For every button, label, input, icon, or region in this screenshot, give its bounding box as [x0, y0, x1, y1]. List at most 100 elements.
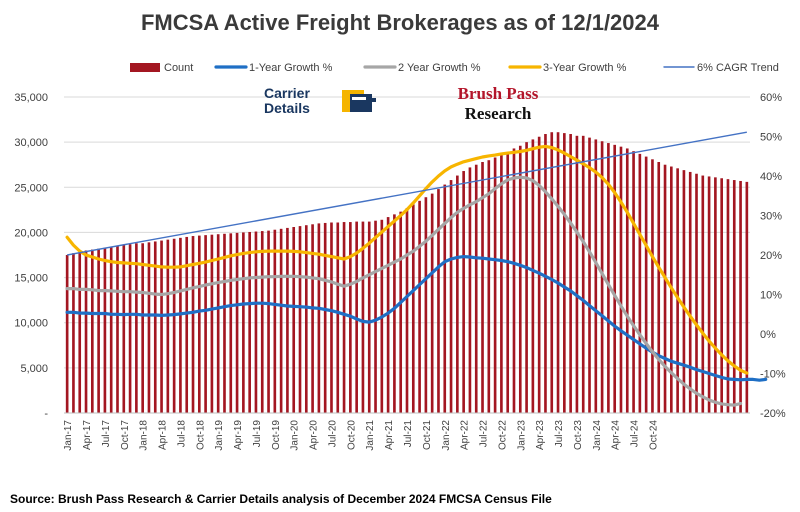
count-bar [657, 162, 661, 413]
count-bar [569, 134, 572, 413]
count-bar [342, 222, 346, 413]
count-bar [103, 247, 107, 413]
x-axis-tick-label: Jan-24 [592, 420, 603, 451]
count-bar [418, 200, 421, 413]
count-bar [745, 181, 749, 413]
x-axis-tick-label: Jul-17 [101, 420, 112, 448]
count-bar [298, 226, 302, 413]
left-axis-tick-label: 35,000 [14, 92, 48, 104]
count-bar [317, 223, 321, 413]
legend-label: 6% CAGR Trend [697, 62, 779, 74]
x-axis-tick-label: Jul-20 [328, 420, 339, 448]
x-axis-tick-label: Jan-18 [139, 420, 150, 451]
legend-label: 1-Year Growth % [249, 62, 333, 74]
right-axis-tick-label: 20% [760, 250, 782, 262]
brush-pass-research-logo: Brush Pass Research [438, 84, 558, 124]
count-bar [367, 221, 371, 413]
count-bar [556, 132, 560, 413]
left-axis-tick-label: 20,000 [14, 227, 48, 239]
x-axis-tick-label: Apr-20 [309, 420, 320, 450]
count-bar [581, 135, 585, 413]
count-bar [682, 170, 686, 413]
count-bar [714, 177, 717, 413]
x-axis-tick-label: Apr-18 [158, 420, 169, 450]
left-axis-tick-label: 10,000 [14, 318, 48, 330]
count-bar [393, 214, 396, 413]
x-axis-tick-label: Jan-22 [441, 420, 452, 451]
brush-pass-logo-line2: Research [464, 104, 532, 123]
left-axis-tick-label: 30,000 [14, 137, 48, 149]
x-axis-tick-label: Oct-19 [271, 420, 282, 450]
count-bar [500, 154, 503, 413]
count-bar [688, 171, 692, 413]
count-bar [160, 240, 163, 413]
count-bar [279, 228, 283, 413]
count-bar [166, 239, 170, 413]
count-bar [330, 222, 333, 413]
count-bar [135, 243, 138, 413]
count-bar [424, 197, 428, 413]
right-axis-tick-label: 0% [760, 329, 776, 341]
x-axis-tick-label: Jul-21 [403, 420, 414, 448]
count-bar [701, 175, 705, 413]
x-axis-tick-label: Jul-23 [554, 420, 565, 448]
count-bar [248, 231, 251, 413]
x-axis-tick-label: Jan-21 [365, 420, 376, 451]
carrier-details-logo-line1: Carrier [264, 85, 310, 101]
legend-label: 3-Year Growth % [543, 62, 627, 74]
carrier-details-logo-text: Carrier Details [264, 86, 310, 116]
x-axis-tick-label: Jul-24 [630, 420, 641, 448]
two-year-growth-line [65, 175, 743, 407]
count-bar [141, 243, 144, 413]
left-axis-tick-label: 15,000 [14, 273, 48, 285]
x-axis-tick-label: Oct-20 [346, 420, 357, 450]
count-bar [726, 179, 730, 413]
carrier-details-logo-line2: Details [264, 100, 310, 116]
count-bar [739, 180, 742, 413]
count-bar [512, 148, 516, 413]
count-bar [430, 193, 434, 413]
count-bar [437, 189, 440, 413]
count-bar [632, 151, 635, 414]
count-bar [399, 211, 403, 413]
count-bar [506, 152, 510, 413]
count-bar [65, 255, 69, 413]
count-bar [613, 144, 617, 413]
x-axis-tick-label: Apr-24 [611, 420, 622, 450]
count-bar [474, 164, 478, 413]
three-year-growth-line [65, 144, 749, 375]
count-bar [210, 234, 214, 413]
count-bar [260, 231, 264, 413]
count-bar [732, 180, 736, 413]
x-axis-tick-label: Apr-23 [535, 420, 546, 450]
x-axis-tick-label: Oct-18 [195, 420, 206, 450]
brush-pass-logo-line1: Brush Pass [457, 84, 539, 103]
count-bar [78, 251, 82, 413]
x-axis-tick-label: Apr-21 [384, 420, 395, 450]
count-bar [443, 184, 447, 413]
count-bar [216, 234, 220, 413]
x-axis-tick-label: Apr-22 [460, 420, 471, 450]
right-axis-tick-label: -10% [760, 369, 786, 381]
count-bar [235, 232, 239, 413]
count-bar [588, 137, 591, 413]
count-bar [147, 242, 151, 413]
count-bar [304, 225, 308, 413]
legend-swatch [130, 63, 160, 72]
count-bar [386, 217, 390, 413]
count-bar [172, 238, 176, 413]
count-bar [594, 139, 598, 413]
count-bar [531, 139, 535, 413]
left-axis-tick-label: 25,000 [14, 182, 48, 194]
x-axis-tick-label: Oct-17 [120, 420, 131, 450]
right-axis-tick-label: 30% [760, 211, 782, 223]
count-bar [544, 134, 547, 413]
count-bar [292, 227, 296, 413]
x-axis-tick-label: Jan-23 [516, 420, 527, 451]
right-axis-tick-label: 40% [760, 171, 782, 183]
count-bar [254, 231, 258, 413]
count-bar [644, 156, 648, 413]
count-bar [361, 221, 365, 413]
count-bar [242, 232, 245, 413]
